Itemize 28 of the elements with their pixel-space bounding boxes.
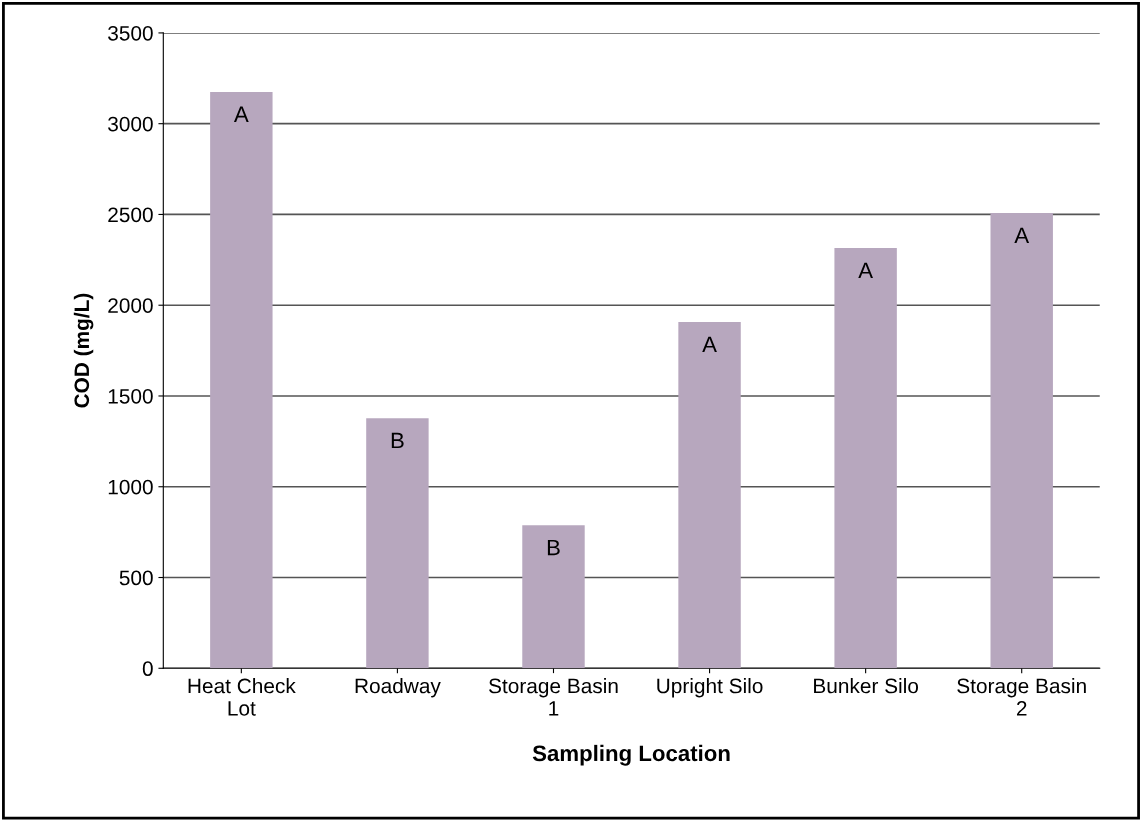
y-tick-label: 2000: [108, 298, 153, 313]
x-axis-title: Sampling Location: [532, 744, 730, 766]
annotation: A: [858, 262, 873, 279]
x-tick-label: Heat Check Lot: [188, 678, 296, 716]
x-tick-label: Upright Silo: [657, 678, 763, 698]
annotation: A: [1014, 227, 1030, 243]
bar: [522, 525, 585, 669]
y-tick-label: 0: [142, 661, 153, 677]
y-axis-title: COD (mg/L): [73, 293, 94, 408]
bar: [210, 91, 273, 669]
annotation: B: [391, 432, 404, 449]
x-tick-label: Roadway: [355, 678, 441, 698]
x-tick-label: Storage Basin 1: [489, 678, 618, 716]
bar: [366, 418, 429, 669]
y-tick-label: 3000: [108, 116, 153, 132]
annotation: A: [233, 106, 249, 122]
bar: [678, 322, 741, 669]
x-tick-label: Bunker Silo: [814, 678, 919, 694]
y-tick-label: 1500: [108, 388, 153, 404]
annotation: B: [547, 539, 560, 556]
y-tick-label: 2500: [108, 207, 153, 223]
y-tick-label: 3500: [108, 25, 153, 41]
y-tick-label: 500: [119, 570, 153, 586]
bar: [990, 213, 1053, 669]
annotation: A: [702, 336, 717, 353]
y-tick-label: 1000: [108, 479, 153, 495]
bar: [834, 248, 897, 669]
x-tick-label: Storage Basin 2: [957, 678, 1086, 716]
